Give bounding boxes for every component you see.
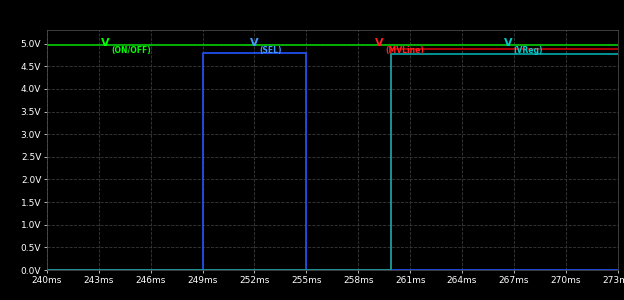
Text: V: V (375, 38, 384, 48)
Text: V: V (504, 38, 512, 48)
Text: (SEL): (SEL) (260, 46, 282, 55)
Text: V: V (250, 38, 258, 48)
Text: V: V (101, 38, 110, 48)
Text: (VReg): (VReg) (514, 46, 544, 55)
Text: (MVLine): (MVLine) (386, 46, 424, 55)
Text: (ON/OFF): (ON/OFF) (111, 46, 151, 55)
